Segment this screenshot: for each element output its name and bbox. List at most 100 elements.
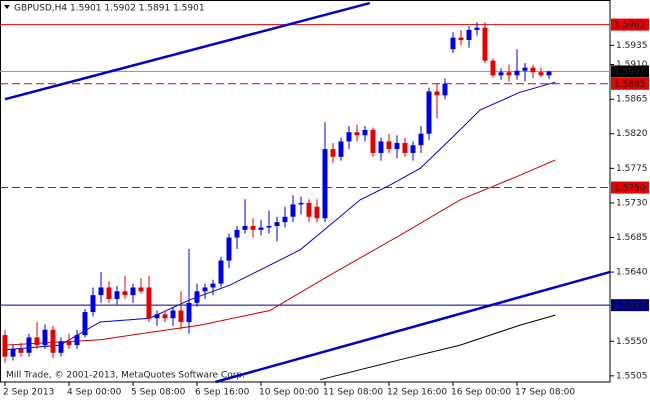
line [4,159,556,346]
y-tick-label: 1.5505 [616,371,648,381]
candle-body [130,287,136,296]
level-box [611,299,649,312]
candle-body [538,72,544,76]
candle-body [226,237,232,261]
y-tick-label: 1.5935 [616,41,648,51]
line [215,270,611,384]
line [4,1,371,101]
candle-body [394,142,400,150]
y-tick-label: 1.5865 [616,95,648,105]
candle-body [322,149,328,219]
candle-body [98,287,104,296]
candle-body [290,204,296,217]
candle-body [218,260,224,284]
candle-body [386,141,392,150]
candle-body [154,314,160,319]
candle-body [242,225,248,230]
level-label: 1.5750 [614,184,646,194]
candle-body [458,37,464,40]
x-tick-label: 10 Sep 00:00 [259,388,319,398]
candle-body [514,70,520,76]
candle-body [2,335,8,357]
candle-body [114,291,120,299]
candle-body [402,142,408,153]
candle-body [346,132,352,142]
candle-body [370,129,376,153]
candle-body [202,287,208,292]
level-label: 1.5901 [614,67,646,77]
candle-body [530,67,536,73]
level-label: 1.5962 [614,21,646,31]
level-box [611,77,649,90]
y-tick-label: 1.5910 [616,60,648,70]
candle-body [434,91,440,96]
candle-body [314,206,320,219]
x-tick-label: 17 Sep 08:00 [515,388,575,398]
candle-body [58,341,64,353]
candle-body [186,302,192,323]
candle-body [170,310,176,319]
candle-body [178,310,184,323]
candle-body [194,291,200,303]
candle-body [10,348,16,357]
candle-body [362,129,368,136]
candle-body [506,72,512,76]
candle-body [482,27,488,61]
candle-body [274,222,280,226]
candle-body [282,216,288,223]
candle-body [418,133,424,146]
candle-body [258,227,264,230]
x-tick-label: 4 Sep 00:00 [67,388,122,398]
candle-body [450,37,456,50]
x-tick-label: 2 Sep 2013 [3,388,54,398]
line [320,314,556,381]
candle-body [330,149,336,157]
y-tick-label: 1.5775 [616,164,648,174]
candle-body [82,312,88,336]
level-box [611,18,649,31]
candle-body [266,225,272,228]
candle-body [354,132,360,136]
candle-body [146,287,152,319]
x-tick-label: 6 Sep 16:00 [195,388,250,398]
candle-body [546,71,552,76]
plot-area [0,1,611,384]
y-tick-label: 1.5550 [616,337,648,347]
candle-body [50,329,56,353]
candle-body [18,348,24,353]
level-label: 1.5597 [614,301,646,311]
candle-body [74,335,80,346]
candle-body [490,60,496,76]
line [4,81,556,351]
candle-body [162,314,168,319]
candle-body [138,287,144,292]
candle-body [306,202,312,217]
y-tick-label: 1.5640 [616,268,648,278]
candle-body [466,29,472,40]
y-tick-label: 1.5685 [616,233,648,243]
candle-body [210,283,216,288]
x-tick-label: 12 Sep 16:00 [387,388,447,398]
candle-body [426,91,432,134]
y-tick-label: 1.5820 [616,129,648,139]
candle-body [298,202,304,205]
footer: Mill Trade, © 2001-2013, MetaQuotes Soft… [6,371,245,381]
x-tick-label: 5 Sep 08:00 [131,388,186,398]
menu-arrow[interactable] [4,5,10,9]
candle-body [522,67,528,71]
candle-body [338,141,344,157]
plot-frame [0,0,611,383]
candle-body [26,337,32,353]
level-label: 1.5885 [614,80,646,90]
candle-body [90,295,96,313]
level-box [611,65,649,78]
candle-body [106,287,112,299]
candle-body [42,329,48,346]
x-tick-label: 11 Sep 08:00 [323,388,383,398]
level-box [611,181,649,194]
candle-body [442,83,448,96]
chart-title: GBPUSD,H4 1.5901 1.5902 1.5891 1.5901 [14,4,205,14]
candle-body [34,337,40,346]
